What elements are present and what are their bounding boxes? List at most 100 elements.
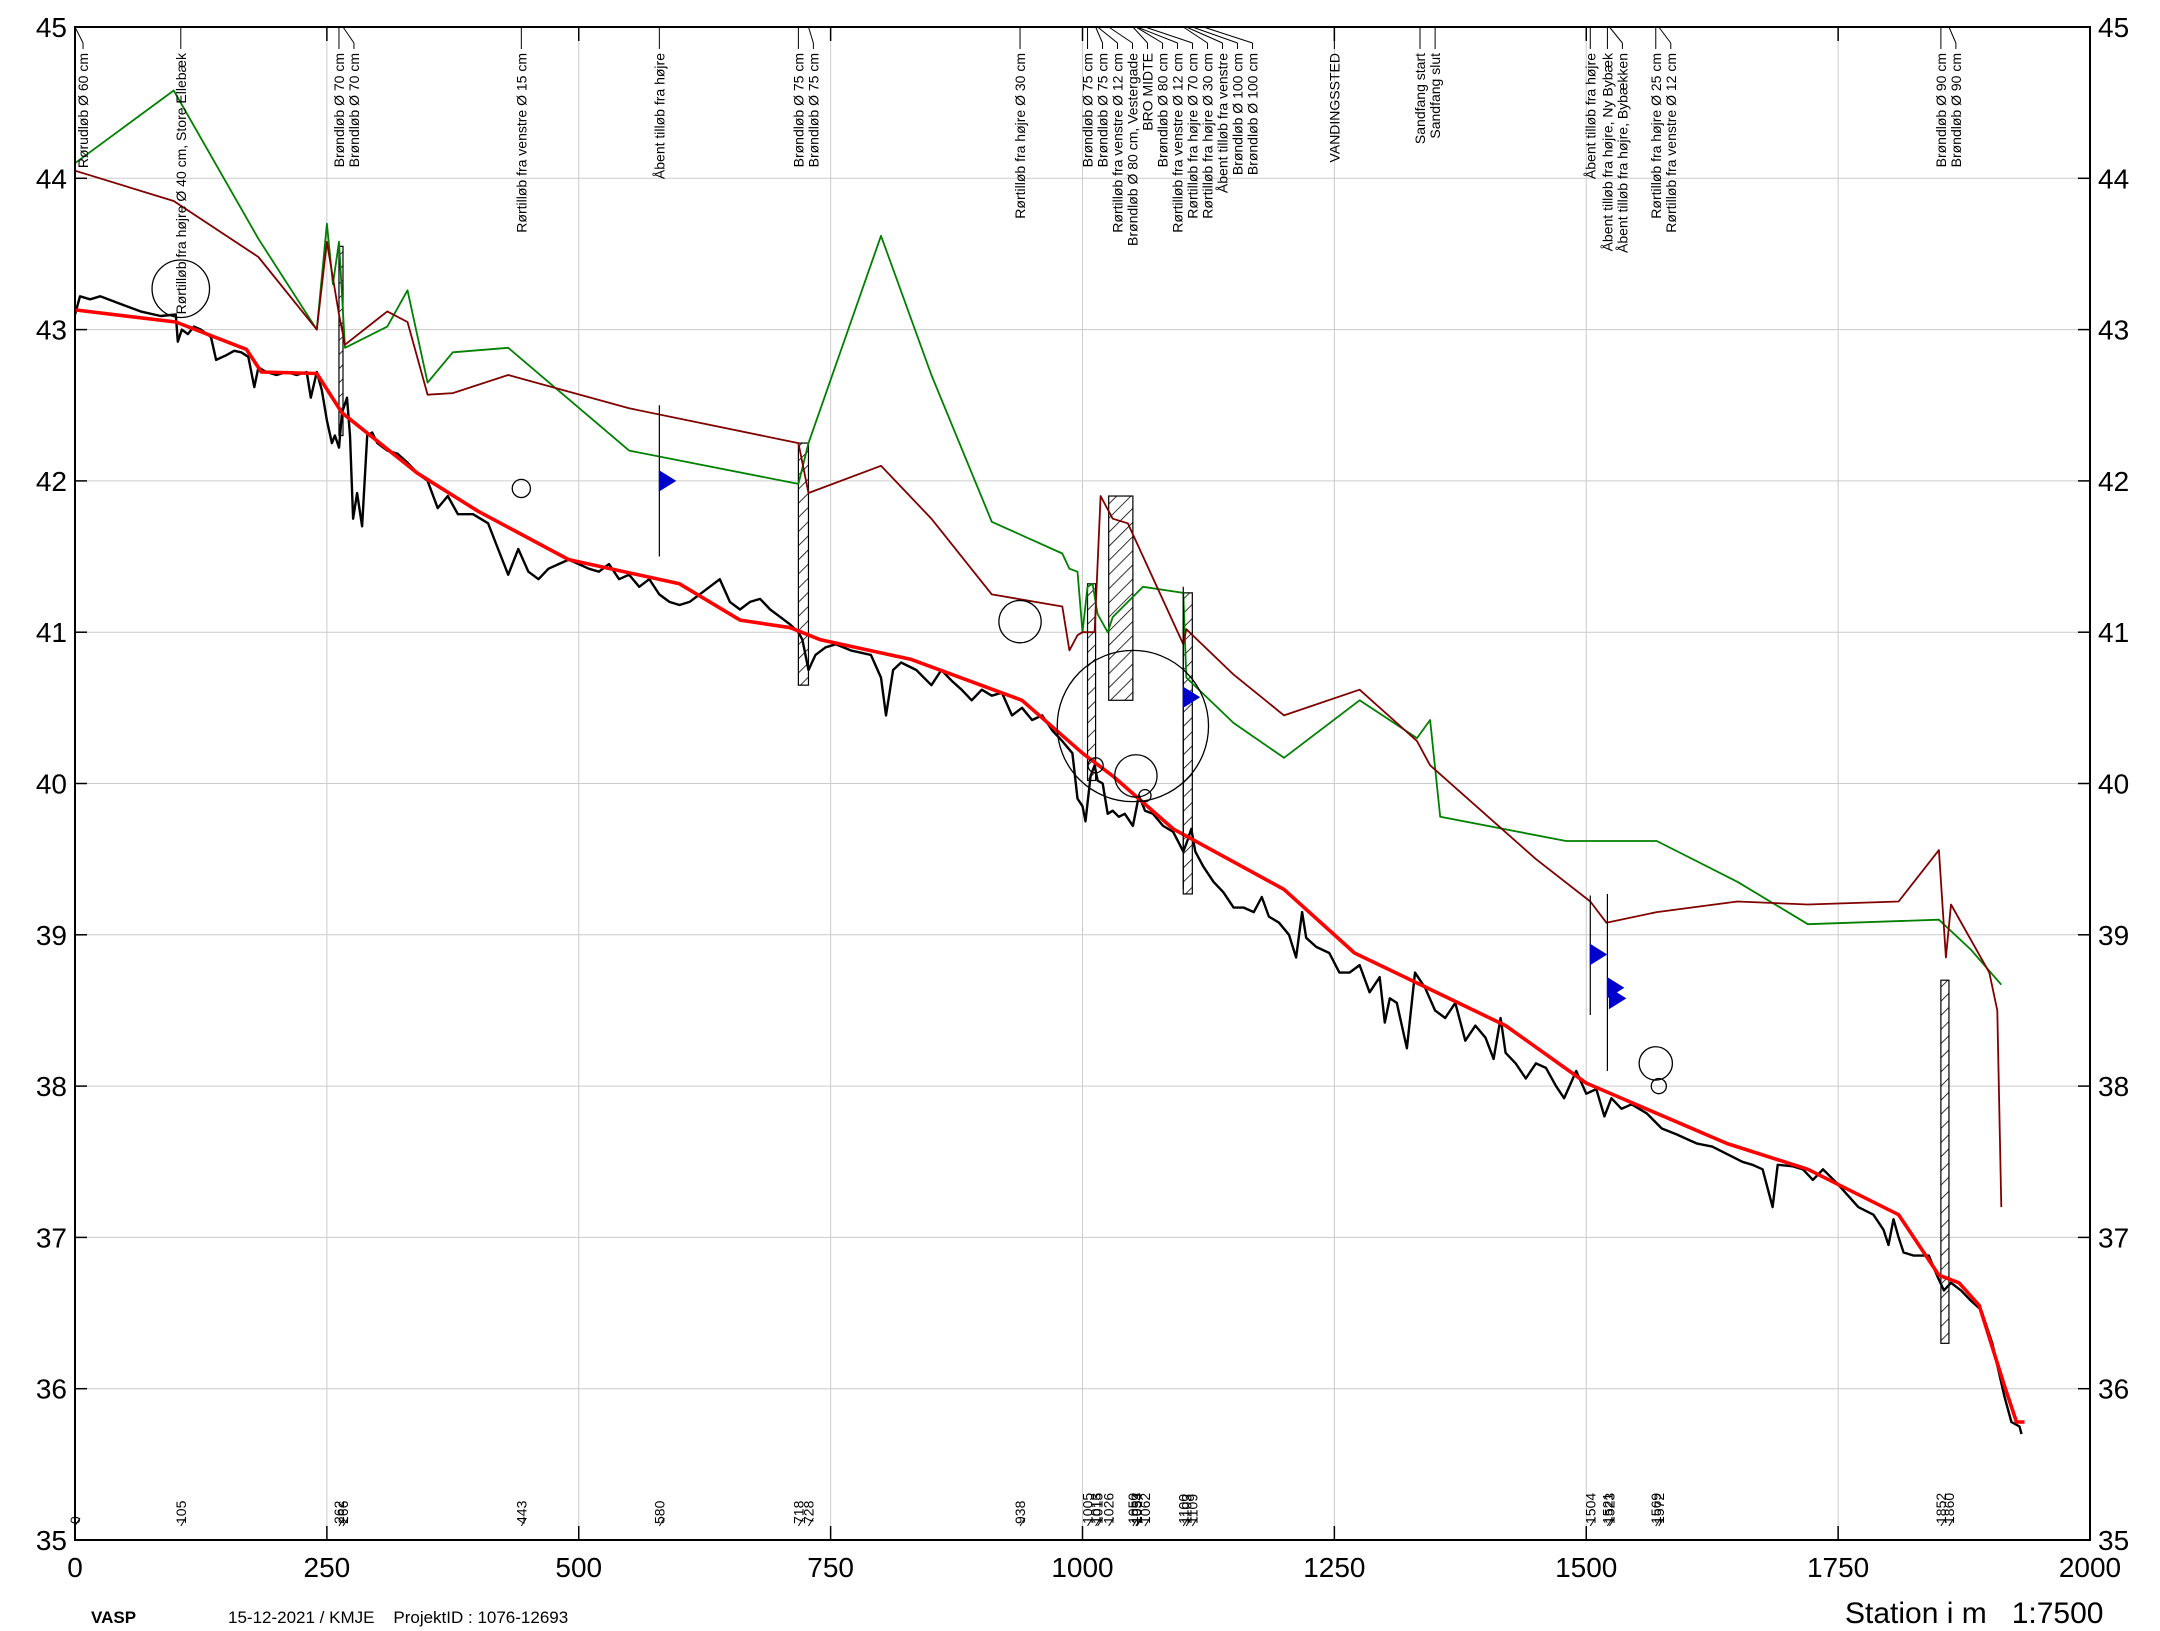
feature-leader (1186, 26, 1223, 44)
feature-label: VANDINGSSTED (1326, 53, 1342, 162)
pipe-circle (151, 259, 211, 319)
feature-leader (807, 26, 814, 44)
feature-label: Rørtilløb fra venstre Ø 15 cm (513, 53, 529, 233)
feature-label: Rørtilløb fra venstre Ø 12 cm (1110, 53, 1126, 233)
station-label: 1062 (1137, 1493, 1153, 1524)
feature-label: Rørtilløb fra højre Ø 40 cm, Store Elleb… (173, 52, 189, 314)
inflow-marker (1182, 686, 1201, 709)
station-tick (1655, 1517, 1662, 1527)
station-label: 1013 (1088, 1493, 1104, 1524)
feature-leader (1135, 26, 1163, 44)
station-tick (1095, 1517, 1102, 1527)
station-label: 938 (1012, 1500, 1028, 1524)
inflow-marker (1608, 987, 1627, 1010)
structure-box (797, 442, 810, 686)
feature-label: Brøndløb Ø 75 cm (1095, 53, 1111, 167)
x-tick-label: 750 (807, 1552, 854, 1583)
feature-label: Rørtilløb fra højre Ø 30 cm (1200, 53, 1216, 219)
feature-label: Åbent tilløb fra venstre (1215, 53, 1231, 193)
station-label: 1026 (1101, 1493, 1117, 1524)
feature-label: Åbent tilløb fra højre, Bybækken (1614, 53, 1630, 253)
pipe-circle (1056, 649, 1210, 803)
series-layer (73, 89, 2025, 1435)
x-tick-label: 0 (67, 1552, 83, 1583)
station-label: 1523 (1601, 1493, 1617, 1524)
feature-leader (342, 26, 355, 44)
y-tick-label-left: 39 (36, 920, 67, 951)
feature-label: Brøndløb Ø 100 cm (1245, 53, 1261, 175)
feature-leader (1144, 26, 1193, 44)
feature-label: Åbent tilløb fra højre, Ny Bybæk (1599, 52, 1615, 251)
station-label: 266 (335, 1500, 351, 1524)
feature-label: Rørtilløb fra højre Ø 25 cm (1648, 53, 1664, 219)
station-label: 1100 (1175, 1494, 1191, 1524)
y-tick-label-right: 43 (2098, 315, 2129, 346)
feature-label: Brøndløb Ø 100 cm (1230, 53, 1246, 175)
feature-label: Brøndløb Ø 80 cm, Vestergade (1125, 53, 1141, 246)
station-tick (797, 1517, 804, 1527)
station-label: 443 (513, 1500, 529, 1524)
station-label: 105 (173, 1500, 189, 1524)
y-tick-label-left: 41 (36, 617, 67, 648)
station-label: 718 (790, 1500, 806, 1524)
station-tick (1132, 1517, 1139, 1527)
station-label: 1103 (1178, 1494, 1194, 1524)
station-label: 1053 (1128, 1493, 1144, 1524)
pipe-circle (1087, 757, 1104, 774)
station-tick (1136, 1517, 1143, 1527)
y-tick-label-right: 44 (2098, 163, 2129, 194)
station-tick (1606, 1517, 1613, 1527)
feature-label: BRO MIDTE (1140, 53, 1156, 131)
y-tick-label-right: 41 (2098, 617, 2129, 648)
station-label: 0 (67, 1516, 83, 1524)
station-label: 1521 (1599, 1493, 1615, 1524)
station-label: 1852 (1933, 1493, 1949, 1524)
footer-date-project: 15-12-2021 / KMJE ProjektID : 1076-12693 (228, 1608, 569, 1627)
station-tick (342, 1517, 349, 1527)
station-label: 1504 (1582, 1493, 1598, 1524)
station-tick (1019, 1517, 1026, 1527)
feature-label: Sandfang start (1412, 53, 1428, 144)
symbols-layer (151, 259, 1674, 1095)
y-tick-label-right: 37 (2098, 1222, 2129, 1253)
station-tick (658, 1517, 665, 1527)
feature-label: Rørtilløb fra højre Ø 30 cm (1012, 53, 1028, 219)
station-tick (338, 1517, 345, 1527)
left_bank-line (74, 89, 2002, 986)
station-tick (1144, 1517, 1151, 1527)
inflow-marker (658, 469, 677, 492)
x-tick-label: 500 (555, 1552, 602, 1583)
feature-label: Åbent tilløb fra højre (1582, 53, 1598, 179)
station-label: 580 (651, 1500, 667, 1524)
station-tick (1191, 1517, 1198, 1527)
feature-leader (1203, 26, 1253, 44)
feature-label: Brøndløb Ø 90 cm (1933, 53, 1949, 167)
regulated-line (74, 308, 2025, 1424)
pipe-circle (511, 478, 532, 499)
y-tick-label-left: 40 (36, 769, 67, 800)
bed-line (73, 295, 2023, 1435)
y-tick-label-left: 44 (36, 163, 67, 194)
station-tick (1948, 1517, 1955, 1527)
feature-leader (1182, 26, 1208, 44)
pipe-circle (1650, 1077, 1668, 1095)
footer-app-name: VASP (91, 1608, 137, 1627)
x-tick-label: 1500 (1555, 1552, 1617, 1583)
y-tick-label-left: 36 (36, 1374, 67, 1405)
feature-label: Sandfang slut (1427, 53, 1443, 139)
x-tick-label: 1250 (1303, 1552, 1365, 1583)
station-label: 1569 (1648, 1493, 1664, 1524)
x-tick-label: 1750 (1807, 1552, 1869, 1583)
feature-leader (1948, 26, 1957, 44)
feature-leader (1097, 26, 1118, 44)
feature-label: Brøndløb Ø 75 cm (1080, 53, 1096, 167)
station-label: 1050 (1125, 1493, 1141, 1524)
feature-leader (74, 26, 84, 44)
y-tick-label-right: 42 (2098, 466, 2129, 497)
y-tick-label-right: 36 (2098, 1374, 2129, 1405)
station-tick (1087, 1517, 1093, 1527)
station-tick (1940, 1517, 1947, 1527)
feature-label: Brøndløb Ø 90 cm (1948, 53, 1964, 167)
y-tick-label-right: 45 (2098, 12, 2129, 43)
